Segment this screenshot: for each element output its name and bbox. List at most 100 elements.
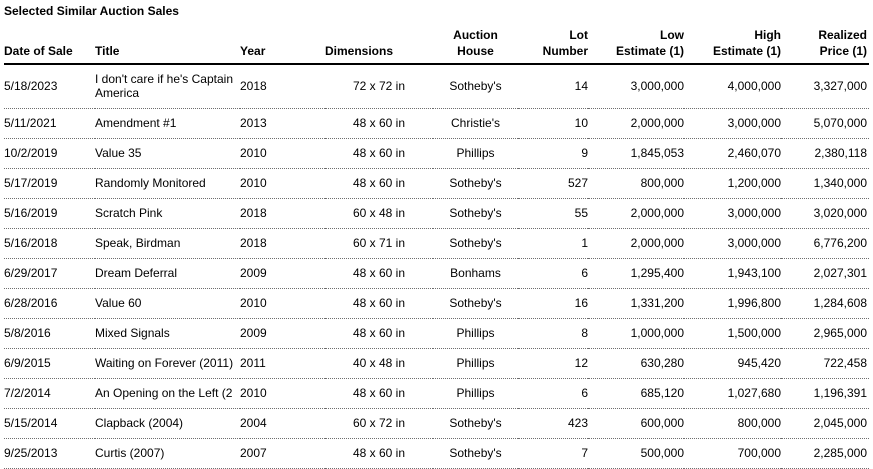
cell-high_estimate: 1,027,680 (684, 378, 781, 409)
cell-date: 5/18/2023 (4, 64, 95, 109)
cell-title: Amendment #1 (95, 108, 240, 139)
cell-dimensions: 60 x 48 in (325, 198, 433, 229)
table-row: 5/18/2023 I don't care if he's Captain Am… (4, 64, 869, 109)
cell-title: Clapback (2004) (95, 408, 240, 439)
artwork-title-text: Randomly Monitored (95, 176, 206, 190)
cell-auction_house: Christie's (433, 108, 518, 139)
cell-date: 6/29/2017 (4, 258, 95, 289)
cell-realized_price: 2,965,000 (781, 318, 869, 349)
table-row: 5/11/2021 Amendment #1 2013 48 x 60 in Chris… (4, 108, 869, 139)
cell-date: 5/17/2019 (4, 168, 95, 199)
cell-low_estimate: 500,000 (588, 438, 684, 469)
cell-date: 6/28/2016 (4, 288, 95, 319)
table-row: 9/25/2013 Curtis (2007) 2007 48 x 60 in Soth… (4, 438, 869, 469)
artwork-title-text: An Opening on the Left (2 (95, 386, 233, 400)
cell-high_estimate: 1,996,800 (684, 288, 781, 319)
cell-low_estimate: 630,280 (588, 348, 684, 379)
column-header-dimensions: Dimensions (325, 27, 433, 65)
cell-high_estimate: 2,460,070 (684, 138, 781, 169)
table-header-row: Date of Sale Title Year Dimensions Auction Ho… (4, 27, 869, 65)
cell-realized_price: 5,070,000 (781, 108, 869, 139)
cell-high_estimate: 3,000,000 (684, 228, 781, 259)
table-row: 7/2/2014 An Opening on the Left (2 2010 48 … (4, 378, 869, 409)
column-header-low_estimate: Low Estimate (1) (588, 27, 684, 65)
cell-year: 2013 (240, 108, 325, 139)
artwork-title-text: Speak, Birdman (95, 236, 181, 250)
cell-lot_number: 55 (518, 198, 588, 229)
artwork-title-text: Dream Deferral (95, 266, 178, 280)
cell-title: Waiting on Forever (2011) (95, 348, 240, 379)
cell-lot_number: 16 (518, 288, 588, 319)
cell-date: 9/25/2013 (4, 438, 95, 469)
cell-auction_house: Sotheby's (433, 408, 518, 439)
cell-auction_house: Sotheby's (433, 228, 518, 259)
cell-high_estimate: 3,000,000 (684, 108, 781, 139)
cell-lot_number: 6 (518, 378, 588, 409)
cell-year: 2007 (240, 438, 325, 469)
column-header-year: Year (240, 27, 325, 65)
cell-lot_number: 7 (518, 438, 588, 469)
cell-auction_house: Bonhams (433, 258, 518, 289)
cell-auction_house: Sotheby's (433, 288, 518, 319)
artwork-title-text: Value 60 (95, 296, 142, 310)
cell-lot_number: 1 (518, 228, 588, 259)
cell-title: Scratch Pink (95, 198, 240, 229)
cell-lot_number: 9 (518, 138, 588, 169)
column-header-high_estimate: High Estimate (1) (684, 27, 781, 65)
cell-low_estimate: 2,000,000 (588, 228, 684, 259)
cell-date: 6/9/2015 (4, 348, 95, 379)
artwork-title-text: Mixed Signals (95, 326, 170, 340)
auction-sales-table: Date of Sale Title Year Dimensions Auction Ho… (4, 27, 869, 469)
cell-year: 2011 (240, 348, 325, 379)
cell-year: 2009 (240, 318, 325, 349)
column-header-realized_price: Realized Price (1) (781, 27, 869, 65)
cell-year: 2018 (240, 228, 325, 259)
column-header-line: Dimensions (325, 44, 394, 58)
table-row: 6/9/2015 Waiting on Forever (2011) 2011 40 … (4, 348, 869, 379)
cell-date: 10/2/2019 (4, 138, 95, 169)
cell-year: 2018 (240, 64, 325, 109)
table-row: 5/16/2018 Speak, Birdman 2018 60 x 71 in Sot… (4, 228, 869, 259)
cell-low_estimate: 1,295,400 (588, 258, 684, 289)
cell-year: 2010 (240, 168, 325, 199)
cell-low_estimate: 1,845,053 (588, 138, 684, 169)
cell-high_estimate: 1,500,000 (684, 318, 781, 349)
table-row: 6/28/2016 Value 60 2010 48 x 60 in Sotheby's… (4, 288, 869, 319)
cell-year: 2010 (240, 378, 325, 409)
cell-year: 2010 (240, 288, 325, 319)
artwork-title-text: Amendment #1 (95, 116, 177, 130)
column-header-line: Low (660, 28, 684, 42)
cell-auction_house: Phillips (433, 378, 518, 409)
column-header-line: Date of Sale (4, 44, 73, 58)
cell-dimensions: 48 x 60 in (325, 138, 433, 169)
cell-auction_house: Phillips (433, 348, 518, 379)
column-header-date: Date of Sale (4, 27, 95, 65)
table-row: 5/8/2016 Mixed Signals 2009 48 x 60 in Phill… (4, 318, 869, 349)
table-header: Date of Sale Title Year Dimensions Auction Ho… (4, 27, 869, 65)
cell-dimensions: 48 x 60 in (325, 318, 433, 349)
cell-title: Mixed Signals (95, 318, 240, 349)
cell-dimensions: 60 x 71 in (325, 228, 433, 259)
cell-realized_price: 3,327,000 (781, 64, 869, 109)
cell-realized_price: 6,776,200 (781, 228, 869, 259)
table-row: 5/17/2019 Randomly Monitored 2010 48 x 60 i… (4, 168, 869, 199)
column-header-line: Estimate (1) (615, 44, 684, 58)
cell-year: 2009 (240, 258, 325, 289)
cell-dimensions: 60 x 72 in (325, 408, 433, 439)
cell-year: 2018 (240, 198, 325, 229)
cell-title: Curtis (2007) (95, 438, 240, 469)
cell-lot_number: 8 (518, 318, 588, 349)
cell-low_estimate: 2,000,000 (588, 108, 684, 139)
cell-realized_price: 3,020,000 (781, 198, 869, 229)
cell-date: 5/16/2019 (4, 198, 95, 229)
column-header-lot_number: Lot Number (518, 27, 588, 65)
page-title: Selected Similar Auction Sales (4, 4, 179, 18)
column-header-title: Title (95, 27, 240, 65)
cell-lot_number: 14 (518, 64, 588, 109)
column-header-line: House (457, 44, 494, 58)
cell-date: 5/16/2018 (4, 228, 95, 259)
artwork-title-text: Waiting on Forever (2011) (95, 356, 234, 370)
column-header-line: Price (1) (819, 44, 867, 58)
cell-realized_price: 2,380,118 (781, 138, 869, 169)
